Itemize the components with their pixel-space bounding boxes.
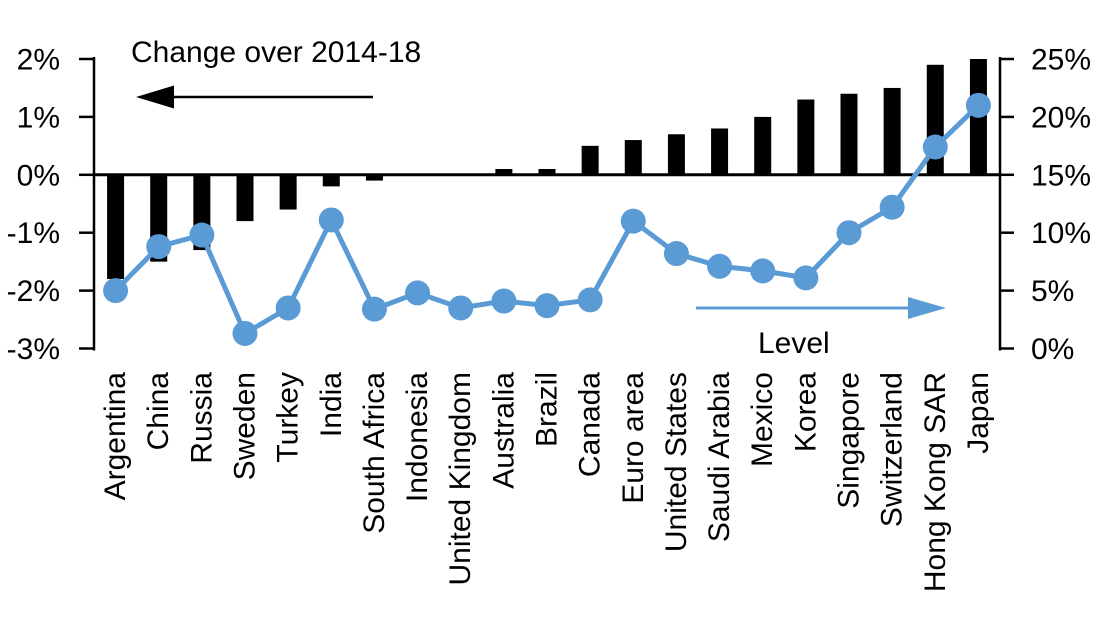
bar-brazil [538,169,556,175]
bar-mexico [754,116,772,175]
left-axis-tick-label: 1% [17,101,60,134]
change-arrow-head [136,85,174,109]
level-marker-canada [577,287,603,313]
bar-india [322,174,340,187]
level-marker-korea [793,265,819,291]
left-axis-tick-label: -1% [7,217,60,250]
category-label: United States [660,372,693,552]
level-marker-argentina [103,278,129,304]
bar-korea [797,99,815,175]
category-label: South Africa [358,372,391,534]
bar-australia [495,169,513,175]
category-label: Indonesia [401,372,434,502]
bar-switzerland [883,87,901,175]
category-label: Switzerland [876,372,909,527]
level-marker-saudi-arabia [707,253,733,279]
level-marker-russia [189,222,215,248]
line-series-annotation-label: Level [758,327,830,360]
right-axis-tick-label: 0% [1031,333,1074,366]
bar-united-states [667,134,685,175]
category-label: Euro area [617,372,650,504]
left-axis-tick-label: -3% [7,333,60,366]
category-label: Turkey [272,372,305,463]
right-axis-tick-label: 5% [1031,275,1074,308]
bar-sweden [236,174,254,222]
category-label: Korea [789,372,822,452]
category-label: Mexico [746,372,779,467]
bar-south-africa [365,174,383,181]
bar-saudi-arabia [711,128,729,175]
level-marker-switzerland [879,194,905,220]
level-arrow-head [908,297,946,319]
category-label: Canada [574,372,607,477]
right-axis-tick-label: 25% [1031,44,1091,77]
level-marker-australia [491,288,517,314]
category-label: Singapore [833,372,866,509]
category-label: Sweden [229,372,262,480]
bar-turkey [279,174,297,210]
level-marker-india [318,207,344,233]
category-label: Saudi Arabia [703,372,736,542]
level-marker-japan [965,92,991,118]
level-marker-hong-kong-sar [922,134,948,160]
bar-series-annotation-label: Change over 2014-18 [131,36,422,69]
level-marker-brazil [534,293,560,319]
bar-canada [581,145,599,175]
category-label: Australia [487,372,520,489]
category-label: Hong Kong SAR [919,372,952,592]
level-marker-china [146,234,172,260]
level-marker-euro-area [620,208,646,234]
level-marker-mexico [750,258,776,284]
bar-singapore [840,93,858,175]
right-axis-tick-label: 10% [1031,217,1091,250]
level-marker-sweden [232,320,258,346]
category-label: Brazil [531,372,564,447]
level-marker-south-africa [361,296,387,322]
level-marker-indonesia [405,280,431,306]
category-label: Japan [962,372,995,454]
left-axis-tick-label: 0% [17,159,60,192]
bar-euro-area [624,140,642,175]
level-marker-singapore [836,220,862,246]
left-axis-tick-label: -2% [7,275,60,308]
category-label: India [315,372,348,437]
category-label: United Kingdom [444,372,477,585]
bar-argentina [107,174,125,280]
category-label: China [142,372,175,451]
right-axis-tick-label: 20% [1031,101,1091,134]
level-marker-united-states [663,241,689,267]
category-label: Russia [185,372,218,464]
left-axis-tick-label: 2% [17,44,60,77]
level-marker-turkey [275,295,301,321]
level-marker-united-kingdom [448,295,474,321]
right-axis-tick-label: 15% [1031,159,1091,192]
category-label: Argentina [99,372,132,501]
